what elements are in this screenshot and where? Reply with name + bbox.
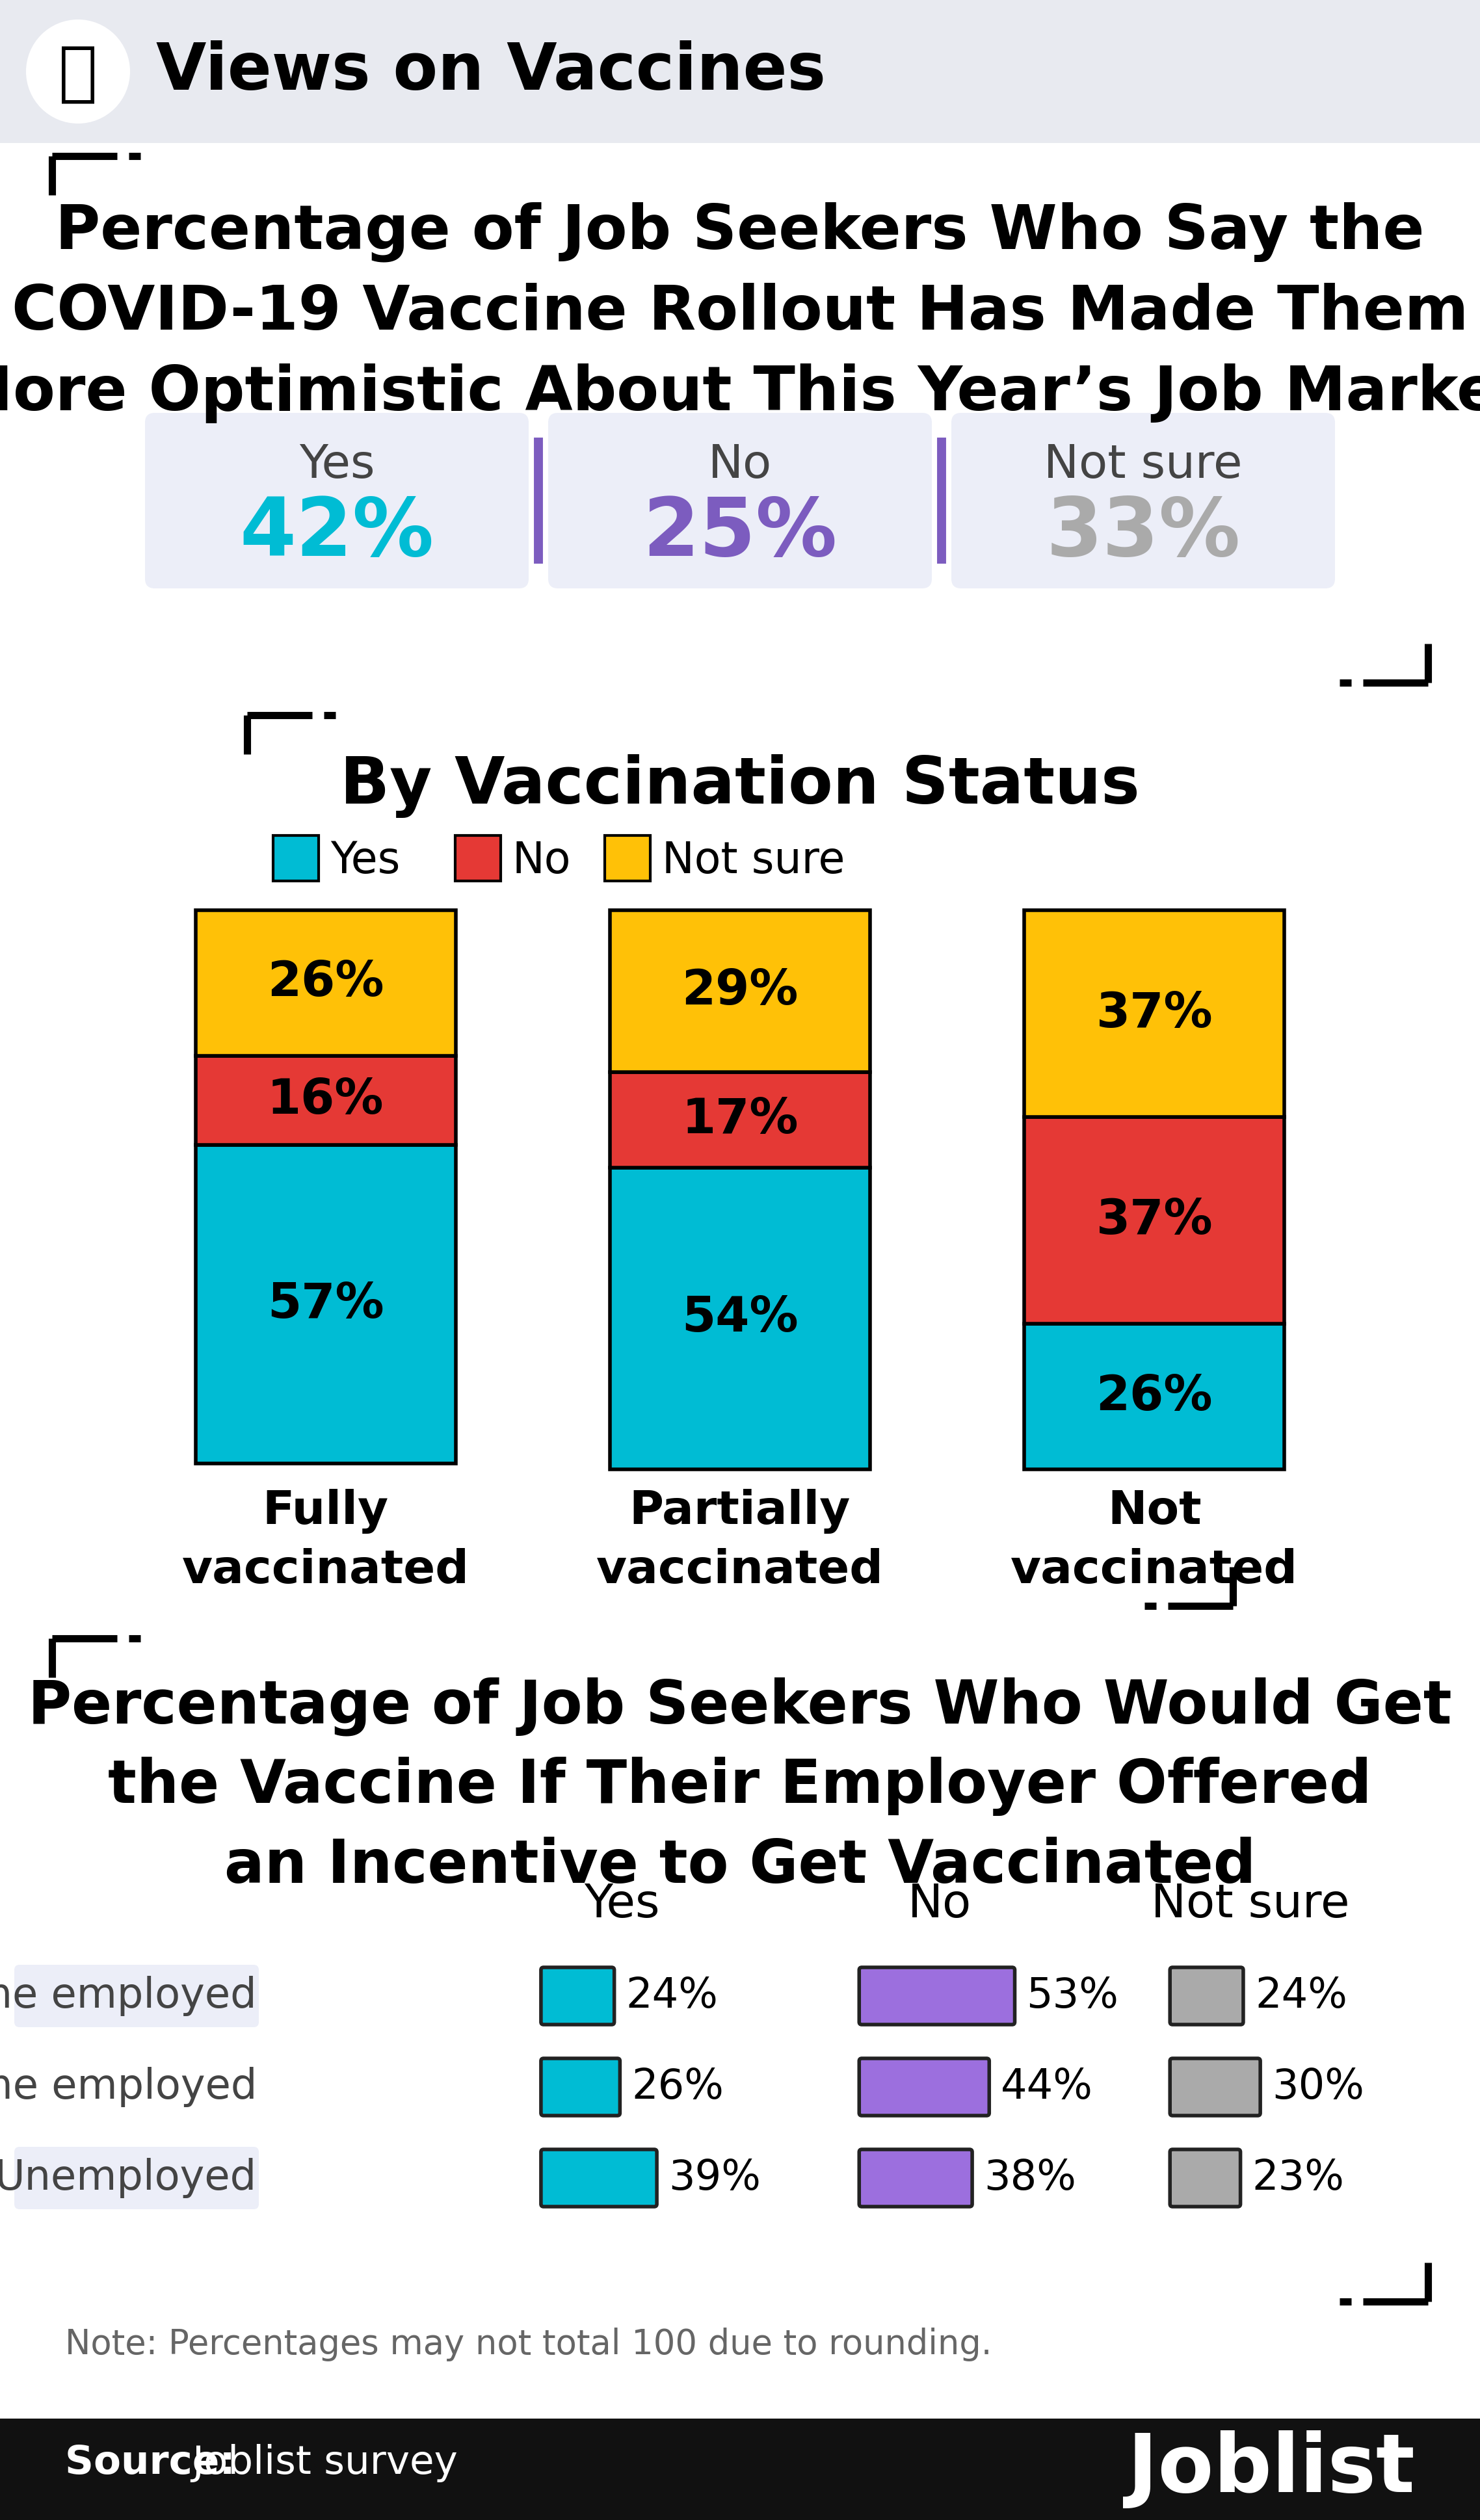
FancyBboxPatch shape (548, 413, 932, 587)
FancyBboxPatch shape (195, 1056, 456, 1144)
Text: 24%: 24% (626, 1976, 718, 2016)
Text: Source:: Source: (65, 2444, 249, 2482)
Text: Partially
vaccinated: Partially vaccinated (596, 1489, 884, 1593)
FancyBboxPatch shape (1024, 1323, 1285, 1469)
Text: Note: Percentages may not total 100 due to rounding.: Note: Percentages may not total 100 due … (65, 2328, 992, 2361)
Text: 37%: 37% (1097, 990, 1212, 1038)
FancyBboxPatch shape (860, 2150, 972, 2208)
Text: Joblist survey: Joblist survey (192, 2444, 457, 2482)
Text: 16%: 16% (268, 1076, 383, 1124)
FancyBboxPatch shape (52, 708, 1428, 1613)
Text: 44%: 44% (1000, 2066, 1094, 2107)
Text: 25%: 25% (642, 494, 838, 572)
FancyBboxPatch shape (0, 0, 1480, 144)
FancyBboxPatch shape (0, 2419, 1480, 2520)
FancyBboxPatch shape (952, 413, 1335, 587)
Text: Part-time employed: Part-time employed (0, 2066, 258, 2107)
Text: 57%: 57% (268, 1280, 383, 1328)
Text: 23%: 23% (1252, 2157, 1344, 2197)
Text: 42%: 42% (240, 494, 434, 572)
FancyBboxPatch shape (274, 837, 318, 882)
Text: Yes: Yes (330, 839, 400, 882)
FancyBboxPatch shape (860, 2059, 989, 2117)
Text: Unemployed: Unemployed (0, 2157, 258, 2197)
FancyBboxPatch shape (145, 413, 528, 587)
Text: 30%: 30% (1271, 2066, 1365, 2107)
FancyBboxPatch shape (15, 2147, 259, 2210)
FancyBboxPatch shape (52, 1633, 1428, 2308)
Text: Yes: Yes (299, 444, 374, 486)
Text: Percentage of Job Seekers Who Say the
COVID-19 Vaccine Rollout Has Made Them
Mor: Percentage of Job Seekers Who Say the CO… (0, 202, 1480, 423)
Text: 38%: 38% (984, 2157, 1076, 2197)
Text: 37%: 37% (1097, 1197, 1212, 1245)
FancyBboxPatch shape (456, 837, 500, 882)
Text: 54%: 54% (682, 1295, 798, 1343)
Text: 26%: 26% (268, 960, 383, 1005)
Text: Not sure: Not sure (662, 839, 845, 882)
FancyBboxPatch shape (1024, 1116, 1285, 1323)
FancyBboxPatch shape (860, 1968, 1015, 2024)
Text: By Vaccination Status: By Vaccination Status (340, 753, 1140, 819)
FancyBboxPatch shape (195, 910, 456, 1056)
Text: Full-time employed: Full-time employed (0, 1976, 258, 2016)
Text: Views on Vaccines: Views on Vaccines (155, 40, 826, 103)
FancyBboxPatch shape (542, 1968, 614, 2024)
Text: No: No (907, 1882, 972, 1928)
FancyBboxPatch shape (1024, 910, 1285, 1116)
Text: 26%: 26% (1097, 1373, 1212, 1421)
Text: 29%: 29% (682, 968, 798, 1016)
FancyBboxPatch shape (1171, 1968, 1243, 2024)
FancyBboxPatch shape (15, 1966, 259, 2026)
FancyBboxPatch shape (195, 1144, 456, 1464)
FancyBboxPatch shape (542, 2059, 620, 2117)
Text: Not
vaccinated: Not vaccinated (1011, 1489, 1298, 1593)
Text: Joblist: Joblist (1128, 2429, 1415, 2507)
Text: Not sure: Not sure (1043, 444, 1243, 486)
Text: Fully
vaccinated: Fully vaccinated (182, 1489, 469, 1593)
Text: 💉: 💉 (59, 43, 98, 106)
Text: 26%: 26% (632, 2066, 724, 2107)
Text: No: No (512, 839, 571, 882)
Text: 17%: 17% (682, 1096, 798, 1144)
Text: Not sure: Not sure (1151, 1882, 1350, 1928)
FancyBboxPatch shape (610, 910, 870, 1074)
Text: 33%: 33% (1046, 494, 1240, 572)
Text: Percentage of Job Seekers Who Would Get
the Vaccine If Their Employer Offered
an: Percentage of Job Seekers Who Would Get … (28, 1678, 1452, 1895)
Text: 53%: 53% (1027, 1976, 1119, 2016)
FancyBboxPatch shape (610, 1167, 870, 1469)
FancyBboxPatch shape (52, 149, 1428, 688)
FancyBboxPatch shape (605, 837, 650, 882)
Circle shape (27, 20, 130, 123)
FancyBboxPatch shape (542, 2150, 657, 2208)
FancyBboxPatch shape (1171, 2150, 1240, 2208)
Text: Yes: Yes (583, 1882, 660, 1928)
FancyBboxPatch shape (1171, 2059, 1261, 2117)
Text: 24%: 24% (1255, 1976, 1347, 2016)
FancyBboxPatch shape (610, 1074, 870, 1167)
Text: 39%: 39% (669, 2157, 761, 2197)
Text: No: No (707, 444, 773, 486)
